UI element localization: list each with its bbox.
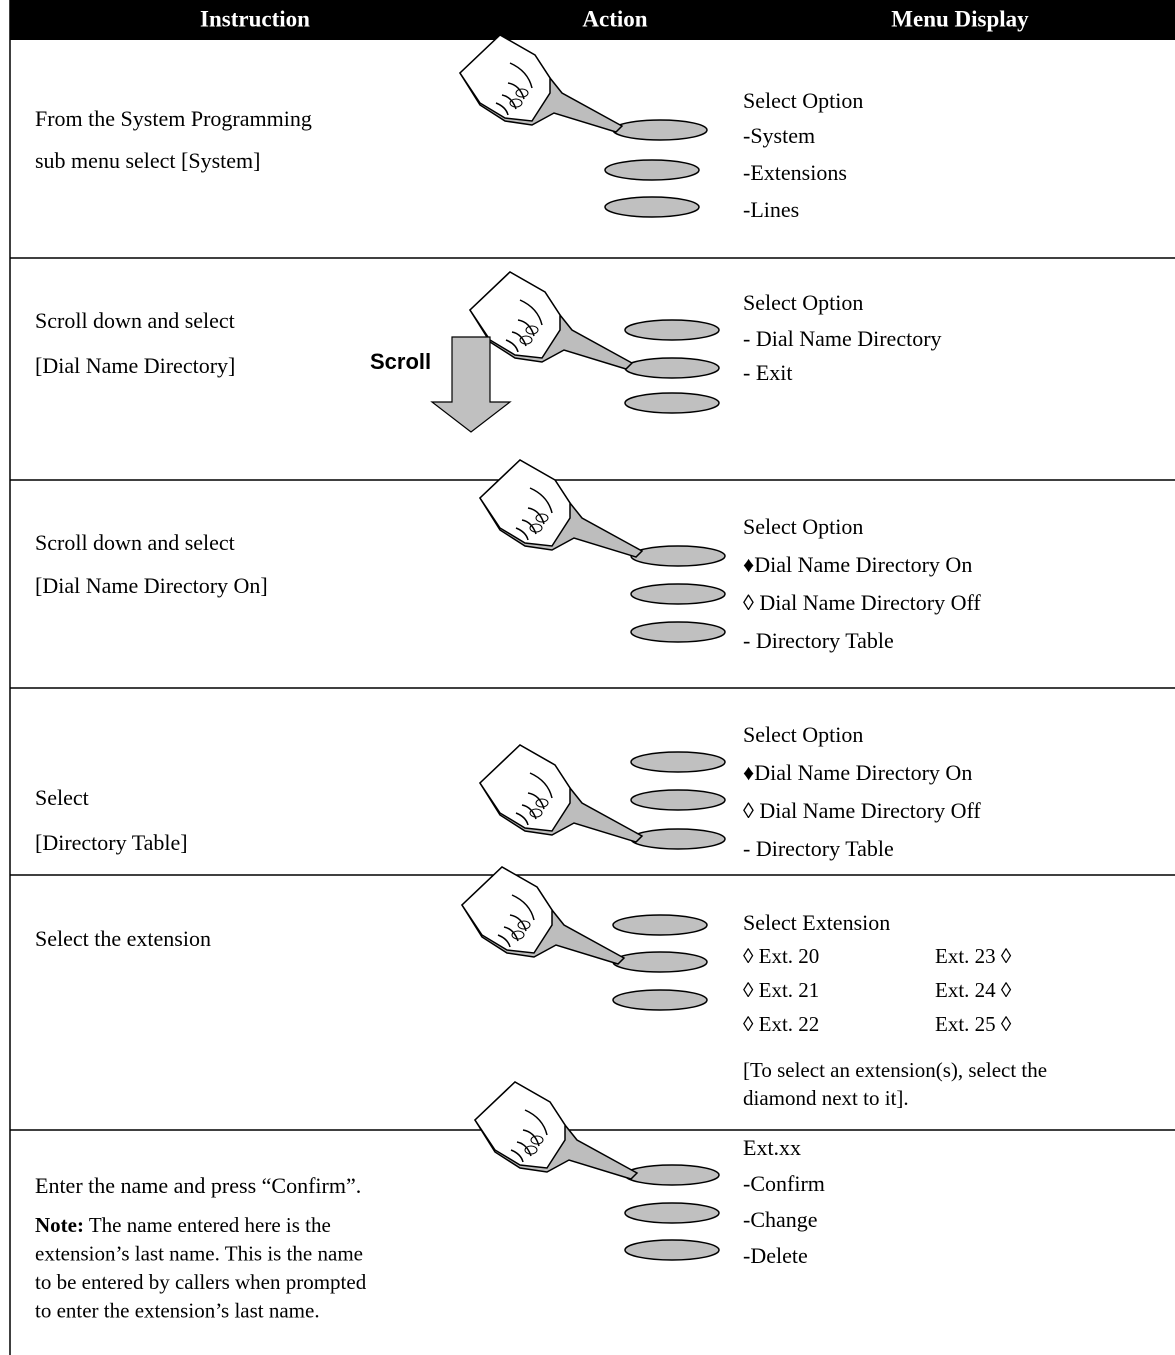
menu-text: Select Extension xyxy=(743,910,890,935)
instruction-text: Scroll down and select xyxy=(35,530,235,555)
note-text: extension’s last name. This is the name xyxy=(35,1241,363,1265)
button xyxy=(630,828,726,850)
button xyxy=(612,989,708,1011)
extension: Ext. 23 ◊ xyxy=(935,944,1012,968)
button xyxy=(624,392,720,414)
button xyxy=(604,159,700,181)
menu-text: - Exit xyxy=(743,360,793,385)
menu-text: ◊ Dial Name Directory Off xyxy=(743,798,981,823)
hand-icon xyxy=(480,460,642,557)
scroll-label: Scroll xyxy=(370,349,431,374)
table: Instruction Action Menu Display From the Sy… xyxy=(10,6,1175,1322)
instruction-text: [Dial Name Directory On] xyxy=(35,573,268,598)
menu-text: Select Option xyxy=(743,514,863,539)
hand-icon xyxy=(470,272,632,369)
extension: ◊ Ext. 21 xyxy=(743,978,819,1002)
extension: ◊ Ext. 20 xyxy=(743,944,819,968)
extension: Ext. 25 ◊ xyxy=(935,1012,1012,1036)
instruction-text: Select the extension xyxy=(35,926,211,951)
menu-text: Select Option xyxy=(743,290,863,315)
instruction-text: Select xyxy=(35,785,89,810)
header-cell: Menu Display xyxy=(891,6,1029,31)
header-cell: Instruction xyxy=(200,6,310,31)
note-label: Note: xyxy=(35,1213,84,1237)
hand-icon xyxy=(462,867,624,964)
scroll-arrow xyxy=(430,336,512,433)
menu-text: Select Option xyxy=(743,88,863,113)
button xyxy=(624,1202,720,1224)
menu-text: ♦Dial Name Directory On xyxy=(743,760,972,785)
note-text: to be entered by callers when prompted xyxy=(35,1270,367,1294)
hand-icon xyxy=(460,35,622,132)
menu-text: -System xyxy=(743,123,815,148)
header-cell: Action xyxy=(582,6,647,31)
button xyxy=(630,583,726,605)
instruction-text: Scroll down and select xyxy=(35,308,235,333)
button xyxy=(630,545,726,567)
note-line: to enter the extension’s last name. xyxy=(35,1298,320,1322)
menu-text: ◊ Dial Name Directory Off xyxy=(743,590,981,615)
menu-note: [To select an extension(s), select the xyxy=(743,1058,1047,1082)
instruction-text: [Dial Name Directory] xyxy=(35,353,235,378)
button xyxy=(624,319,720,341)
button xyxy=(624,1239,720,1261)
menu-text: -Lines xyxy=(743,197,799,222)
instruction-text: Enter the name and press “Confirm”. xyxy=(35,1173,361,1198)
note-line: to be entered by callers when prompted xyxy=(35,1270,367,1294)
menu-text: Ext.xx xyxy=(743,1135,801,1160)
instruction-text: sub menu select [System] xyxy=(35,148,260,173)
button xyxy=(612,119,708,141)
menu-text: - Directory Table xyxy=(743,836,894,861)
button xyxy=(612,951,708,973)
menu-text: - Dial Name Directory xyxy=(743,326,942,351)
menu-text: ♦Dial Name Directory On xyxy=(743,552,972,577)
note-text: to enter the extension’s last name. xyxy=(35,1298,320,1322)
button xyxy=(630,751,726,773)
extension: Ext. 24 ◊ xyxy=(935,978,1012,1002)
button xyxy=(624,1164,720,1186)
instruction-text: [Directory Table] xyxy=(35,830,188,855)
hand-icon xyxy=(480,745,642,842)
menu-text: -Extensions xyxy=(743,160,847,185)
menu-text: -Change xyxy=(743,1207,818,1232)
button xyxy=(630,789,726,811)
note-line: The name entered here is the xyxy=(89,1213,331,1237)
button xyxy=(612,914,708,936)
note-text: Note: The name entered here is the xyxy=(35,1213,331,1237)
note-line: extension’s last name. This is the name xyxy=(35,1241,363,1265)
menu-text: -Confirm xyxy=(743,1171,825,1196)
button xyxy=(604,196,700,218)
extension: ◊ Ext. 22 xyxy=(743,1012,819,1036)
button xyxy=(630,621,726,643)
menu-note: diamond next to it]. xyxy=(743,1086,909,1110)
menu-text: - Directory Table xyxy=(743,628,894,653)
header-bar xyxy=(10,0,1175,40)
instruction-text: From the System Programming xyxy=(35,106,312,131)
button xyxy=(624,357,720,379)
menu-text: Select Option xyxy=(743,722,863,747)
menu-text: -Delete xyxy=(743,1243,808,1268)
